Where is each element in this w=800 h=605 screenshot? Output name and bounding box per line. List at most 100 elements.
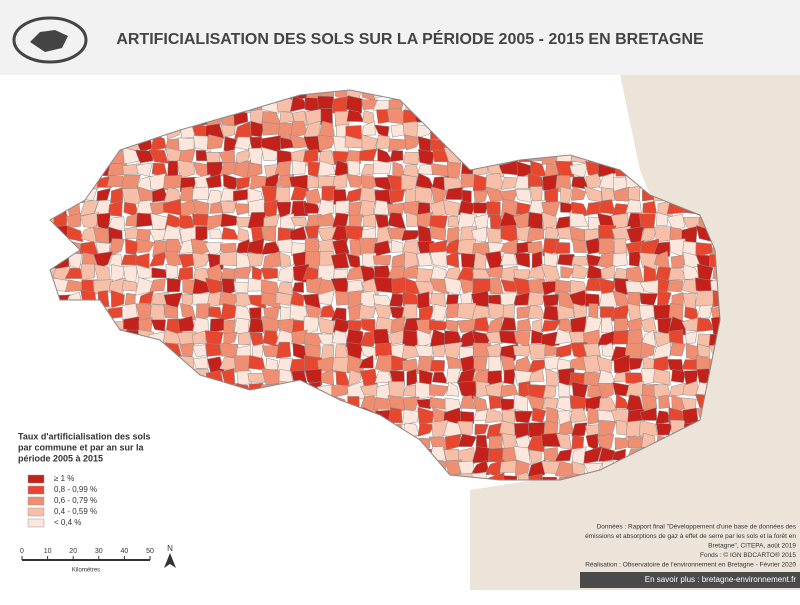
commune <box>246 252 264 267</box>
commune <box>247 372 267 383</box>
commune <box>219 251 238 267</box>
commune <box>541 476 559 480</box>
commune <box>446 381 460 397</box>
legend-swatch <box>27 474 45 484</box>
commune <box>555 242 571 254</box>
commune <box>80 263 95 281</box>
commune <box>416 398 432 410</box>
commune <box>292 160 307 175</box>
commune <box>387 212 407 231</box>
commune <box>459 395 476 409</box>
commune <box>431 163 449 177</box>
legend-label: 0,8 - 0,99 % <box>54 485 97 494</box>
commune <box>122 147 140 165</box>
commune <box>191 186 209 201</box>
commune <box>457 433 477 447</box>
commune <box>639 227 657 244</box>
commune <box>150 319 167 332</box>
commune <box>500 317 517 331</box>
commune <box>277 263 296 283</box>
commune <box>205 343 222 357</box>
commune <box>359 148 378 162</box>
commune <box>316 199 334 217</box>
commune <box>403 251 420 268</box>
commune <box>586 201 602 216</box>
commune <box>263 306 280 322</box>
commune <box>346 173 364 188</box>
commune <box>560 201 575 213</box>
commune <box>233 266 253 279</box>
commune <box>107 200 123 217</box>
commune <box>473 355 488 373</box>
commune <box>260 292 281 310</box>
commune <box>656 212 669 227</box>
commune <box>290 186 310 201</box>
commune <box>180 198 197 219</box>
commune <box>640 341 655 359</box>
commune <box>121 280 138 292</box>
commune <box>345 125 362 140</box>
commune <box>332 238 350 257</box>
commune <box>459 411 475 425</box>
commune <box>670 255 686 269</box>
commune <box>248 317 265 333</box>
legend-swatch <box>27 518 45 528</box>
source-line: Fonds : © IGN BDCARTO® 2015 <box>700 551 796 559</box>
commune <box>149 278 166 292</box>
commune <box>527 359 545 375</box>
commune <box>235 149 251 166</box>
commune <box>512 345 532 357</box>
commune <box>487 302 505 320</box>
commune <box>375 342 393 357</box>
commune <box>332 317 351 333</box>
commune <box>335 290 351 306</box>
commune <box>513 269 530 280</box>
commune <box>681 279 697 295</box>
legend-title: par commune et par an sur la <box>18 442 145 452</box>
logo-shape <box>30 30 68 52</box>
commune <box>528 449 542 465</box>
legend-label: ≥ 1 % <box>54 474 74 483</box>
footer-link[interactable]: En savoir plus : bretagne-environnement.… <box>645 575 797 584</box>
commune <box>335 200 351 215</box>
commune <box>570 186 587 201</box>
legend-label: 0,4 - 0,59 % <box>54 507 97 516</box>
commune <box>331 385 350 398</box>
commune <box>247 162 263 179</box>
commune <box>681 316 702 332</box>
commune <box>317 356 336 373</box>
commune <box>289 133 309 149</box>
commune <box>164 250 182 267</box>
commune <box>429 383 450 397</box>
commune <box>503 368 516 385</box>
commune <box>405 211 419 228</box>
commune <box>321 185 336 203</box>
commune <box>460 173 476 188</box>
commune <box>233 281 251 294</box>
commune <box>571 263 590 279</box>
commune <box>193 135 212 153</box>
commune <box>233 188 250 202</box>
commune <box>195 303 211 320</box>
scale-label: 0 <box>20 548 24 555</box>
commune <box>555 343 573 359</box>
commune <box>652 368 671 386</box>
commune <box>697 343 711 358</box>
commune <box>417 423 436 437</box>
commune <box>540 263 561 283</box>
commune <box>316 333 334 346</box>
commune <box>93 251 114 269</box>
commune <box>429 397 446 410</box>
commune <box>628 251 642 267</box>
commune <box>135 264 155 279</box>
commune <box>66 212 82 228</box>
commune <box>276 341 292 359</box>
commune <box>177 331 197 347</box>
commune <box>457 420 474 439</box>
commune <box>402 151 421 166</box>
legend-label: 0,6 - 0,79 % <box>54 496 97 505</box>
commune <box>641 368 656 385</box>
commune <box>389 150 404 163</box>
commune <box>485 330 504 344</box>
